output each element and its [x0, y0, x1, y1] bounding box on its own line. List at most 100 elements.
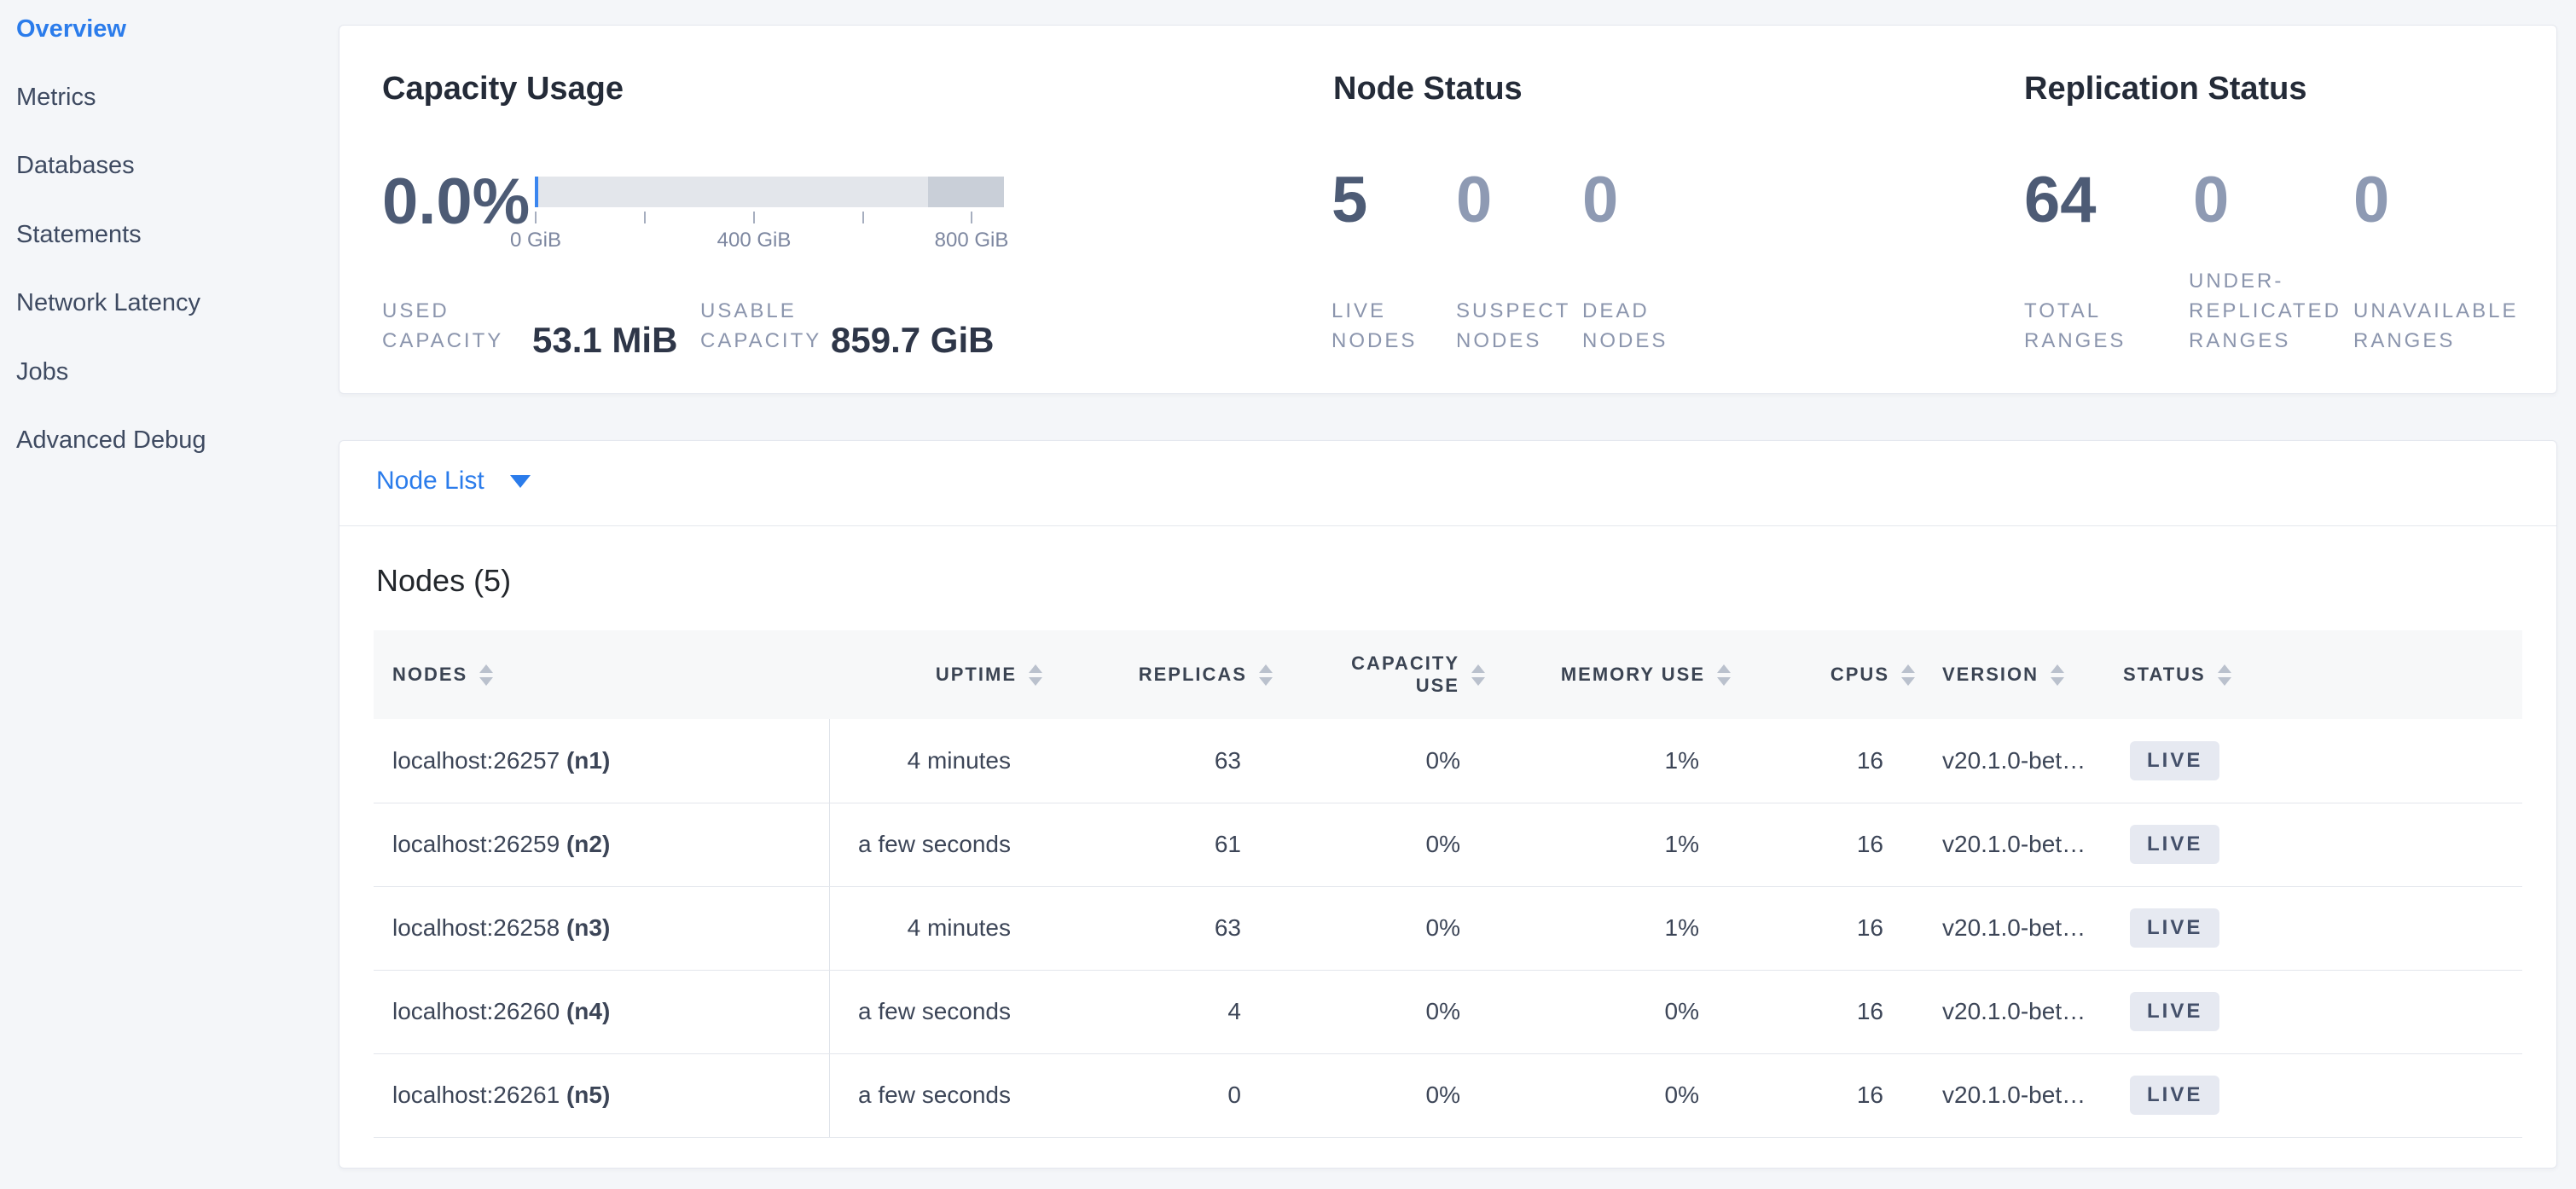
unavailable-ranges-count: 0 — [2353, 164, 2390, 236]
column-header-nodes[interactable]: NODES — [374, 630, 829, 719]
replication-status-title: Replication Status — [2024, 71, 2307, 107]
node-capacity-use: 0% — [1273, 1053, 1492, 1138]
node-list-selector-band: Node List — [339, 441, 2556, 526]
sort-icon — [1717, 664, 1731, 686]
node-cpus: 16 — [1731, 970, 1915, 1054]
sort-icon — [479, 664, 494, 686]
node-address[interactable]: localhost:26258 (n3) — [374, 886, 830, 971]
usable-capacity-label: USABLE CAPACITY — [700, 299, 822, 352]
node-uptime: a few seconds — [829, 970, 1042, 1054]
status-badge: LIVE — [2130, 908, 2220, 948]
sidebar-item-jobs[interactable]: Jobs — [16, 358, 69, 386]
table-row-node-1[interactable]: localhost:26257 (n1) 4 minutes 63 0% 1% … — [374, 719, 2522, 803]
sort-icon — [2217, 664, 2231, 686]
status-badge: LIVE — [2130, 825, 2220, 864]
capacity-usage-bar — [535, 177, 1004, 207]
table-row-node-2[interactable]: localhost:26259 (n2) a few seconds 61 0%… — [374, 803, 2522, 887]
axis-tick — [753, 212, 755, 223]
node-id: (n1) — [566, 746, 611, 774]
cluster-summary-card: Capacity Usage 0.0% 0 GiB 400 GiB 800 Gi… — [339, 25, 2557, 394]
axis-label-0: 0 GiB — [509, 229, 562, 252]
node-address[interactable]: localhost:26259 (n2) — [374, 803, 830, 887]
live-nodes-label: LIVE NODES — [1332, 299, 1418, 352]
sidebar-item-network-latency[interactable]: Network Latency — [16, 289, 200, 316]
used-capacity-label: USED CAPACITY — [382, 299, 504, 352]
axis-label-800: 800 GiB — [934, 229, 1009, 252]
column-label: VERSION — [1942, 664, 2039, 685]
node-version: v20.1.0-bet… — [1915, 886, 2096, 971]
sidebar-item-databases[interactable]: Databases — [16, 152, 135, 179]
column-header-capacity-use[interactable]: CAPACITY USE — [1273, 630, 1492, 719]
sort-icon — [1259, 664, 1273, 686]
capacity-bar-reserved-segment — [928, 177, 1004, 207]
column-label: CAPACITY USE — [1351, 652, 1459, 696]
node-version: v20.1.0-bet… — [1915, 719, 2096, 803]
dead-nodes-label: DEAD NODES — [1582, 299, 1668, 352]
node-memory-use: 1% — [1492, 803, 1731, 887]
node-memory-use: 1% — [1492, 719, 1731, 803]
table-row-node-5[interactable]: localhost:26261 (n5) a few seconds 0 0% … — [374, 1053, 2522, 1138]
column-label: CPUS — [1830, 664, 1889, 685]
node-cpus: 16 — [1731, 719, 1915, 803]
column-header-version[interactable]: VERSION — [1915, 630, 2096, 719]
usable-capacity-value: 859.7 GiB — [831, 320, 995, 360]
node-memory-use: 0% — [1492, 970, 1731, 1054]
node-address[interactable]: localhost:26260 (n4) — [374, 970, 830, 1054]
sidebar-item-metrics[interactable]: Metrics — [16, 84, 96, 111]
node-id: (n4) — [566, 998, 611, 1024]
node-version: v20.1.0-bet… — [1915, 1053, 2096, 1138]
column-header-uptime[interactable]: UPTIME — [829, 630, 1042, 719]
node-replicas: 63 — [1042, 719, 1273, 803]
node-uptime: 4 minutes — [829, 886, 1042, 971]
axis-tick — [971, 212, 972, 223]
node-status-cell: LIVE — [2096, 886, 2522, 971]
sidebar-item-statements[interactable]: Statements — [16, 221, 142, 248]
capacity-used-percent: 0.0% — [382, 165, 531, 238]
node-id: (n2) — [566, 831, 611, 857]
node-cpus: 16 — [1731, 803, 1915, 887]
unavailable-ranges-label: UNAVAILABLE RANGES — [2353, 299, 2519, 352]
node-address[interactable]: localhost:26257 (n1) — [374, 719, 830, 803]
suspect-nodes-label: SUSPECT NODES — [1456, 299, 1570, 352]
column-header-replicas[interactable]: REPLICAS — [1042, 630, 1273, 719]
node-list-card: Node List Nodes (5) NODES UPTIME REPLICA… — [339, 440, 2557, 1169]
node-cpus: 16 — [1731, 886, 1915, 971]
column-label: MEMORY USE — [1560, 664, 1705, 685]
total-ranges-count: 64 — [2024, 164, 2097, 236]
node-capacity-use: 0% — [1273, 803, 1492, 887]
node-status-cell: LIVE — [2096, 719, 2522, 803]
nodes-count-heading: Nodes (5) — [376, 563, 512, 598]
axis-tick — [644, 212, 646, 223]
column-label: STATUS — [2123, 664, 2206, 685]
node-replicas: 61 — [1042, 803, 1273, 887]
table-row-node-4[interactable]: localhost:26260 (n4) a few seconds 4 0% … — [374, 970, 2522, 1054]
chevron-down-icon — [509, 474, 531, 488]
node-list-dropdown[interactable]: Node List — [376, 467, 531, 496]
column-header-cpus[interactable]: CPUS — [1731, 630, 1915, 719]
total-ranges-label: TOTAL RANGES — [2024, 299, 2126, 352]
node-status-title: Node Status — [1333, 71, 1523, 107]
node-list-dropdown-label: Node List — [376, 467, 484, 495]
axis-tick — [535, 212, 537, 223]
node-address[interactable]: localhost:26261 (n5) — [374, 1053, 830, 1138]
column-header-status[interactable]: STATUS — [2096, 630, 2522, 719]
suspect-nodes-count: 0 — [1456, 164, 1493, 236]
axis-tick — [862, 212, 864, 223]
sidebar-item-overview[interactable]: Overview — [16, 15, 126, 43]
node-capacity-use: 0% — [1273, 970, 1492, 1054]
node-status-cell: LIVE — [2096, 1053, 2522, 1138]
sidebar-item-advanced-debug[interactable]: Advanced Debug — [16, 426, 206, 454]
sort-icon — [1029, 664, 1042, 686]
column-label: REPLICAS — [1138, 664, 1247, 685]
live-nodes-count: 5 — [1332, 164, 1368, 236]
node-replicas: 0 — [1042, 1053, 1273, 1138]
table-row-node-3[interactable]: localhost:26258 (n3) 4 minutes 63 0% 1% … — [374, 886, 2522, 971]
column-header-memory-use[interactable]: MEMORY USE — [1492, 630, 1731, 719]
sort-icon — [1901, 664, 1915, 686]
sidebar: Overview Metrics Databases Statements Ne… — [0, 0, 339, 1189]
node-memory-use: 1% — [1492, 886, 1731, 971]
under-replicated-ranges-count: 0 — [2193, 164, 2230, 236]
node-status-cell: LIVE — [2096, 803, 2522, 887]
node-status-cell: LIVE — [2096, 970, 2522, 1054]
dead-nodes-count: 0 — [1582, 164, 1619, 236]
